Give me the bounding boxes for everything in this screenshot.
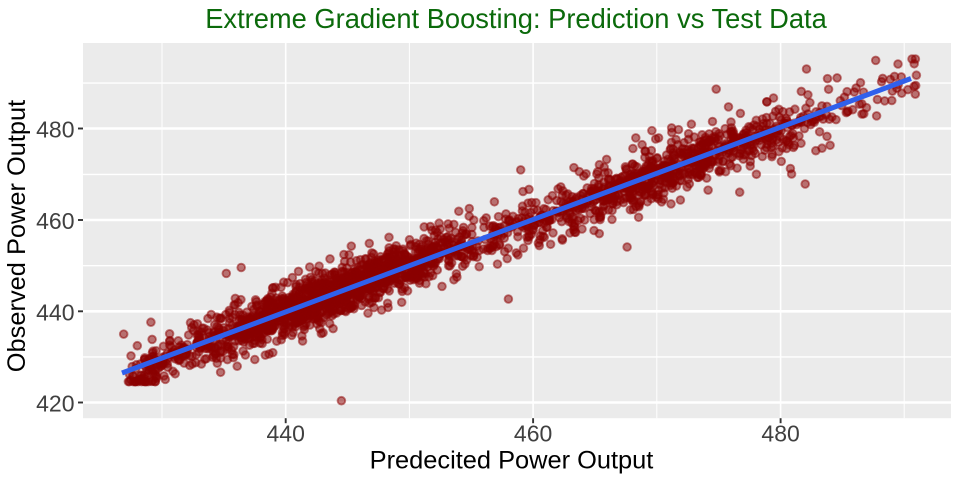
svg-text:480: 480: [761, 421, 799, 447]
svg-text:440: 440: [36, 299, 74, 325]
svg-text:420: 420: [36, 391, 74, 417]
svg-text:460: 460: [36, 208, 74, 234]
svg-text:460: 460: [514, 421, 552, 447]
svg-text:480: 480: [36, 117, 74, 143]
svg-text:Observed Power Output: Observed Power Output: [3, 100, 31, 372]
svg-text:440: 440: [267, 421, 305, 447]
svg-text:Extreme Gradient Boosting: Pre: Extreme Gradient Boosting: Prediction vs…: [205, 3, 827, 34]
svg-text:Predecited Power Output: Predecited Power Output: [370, 447, 654, 475]
